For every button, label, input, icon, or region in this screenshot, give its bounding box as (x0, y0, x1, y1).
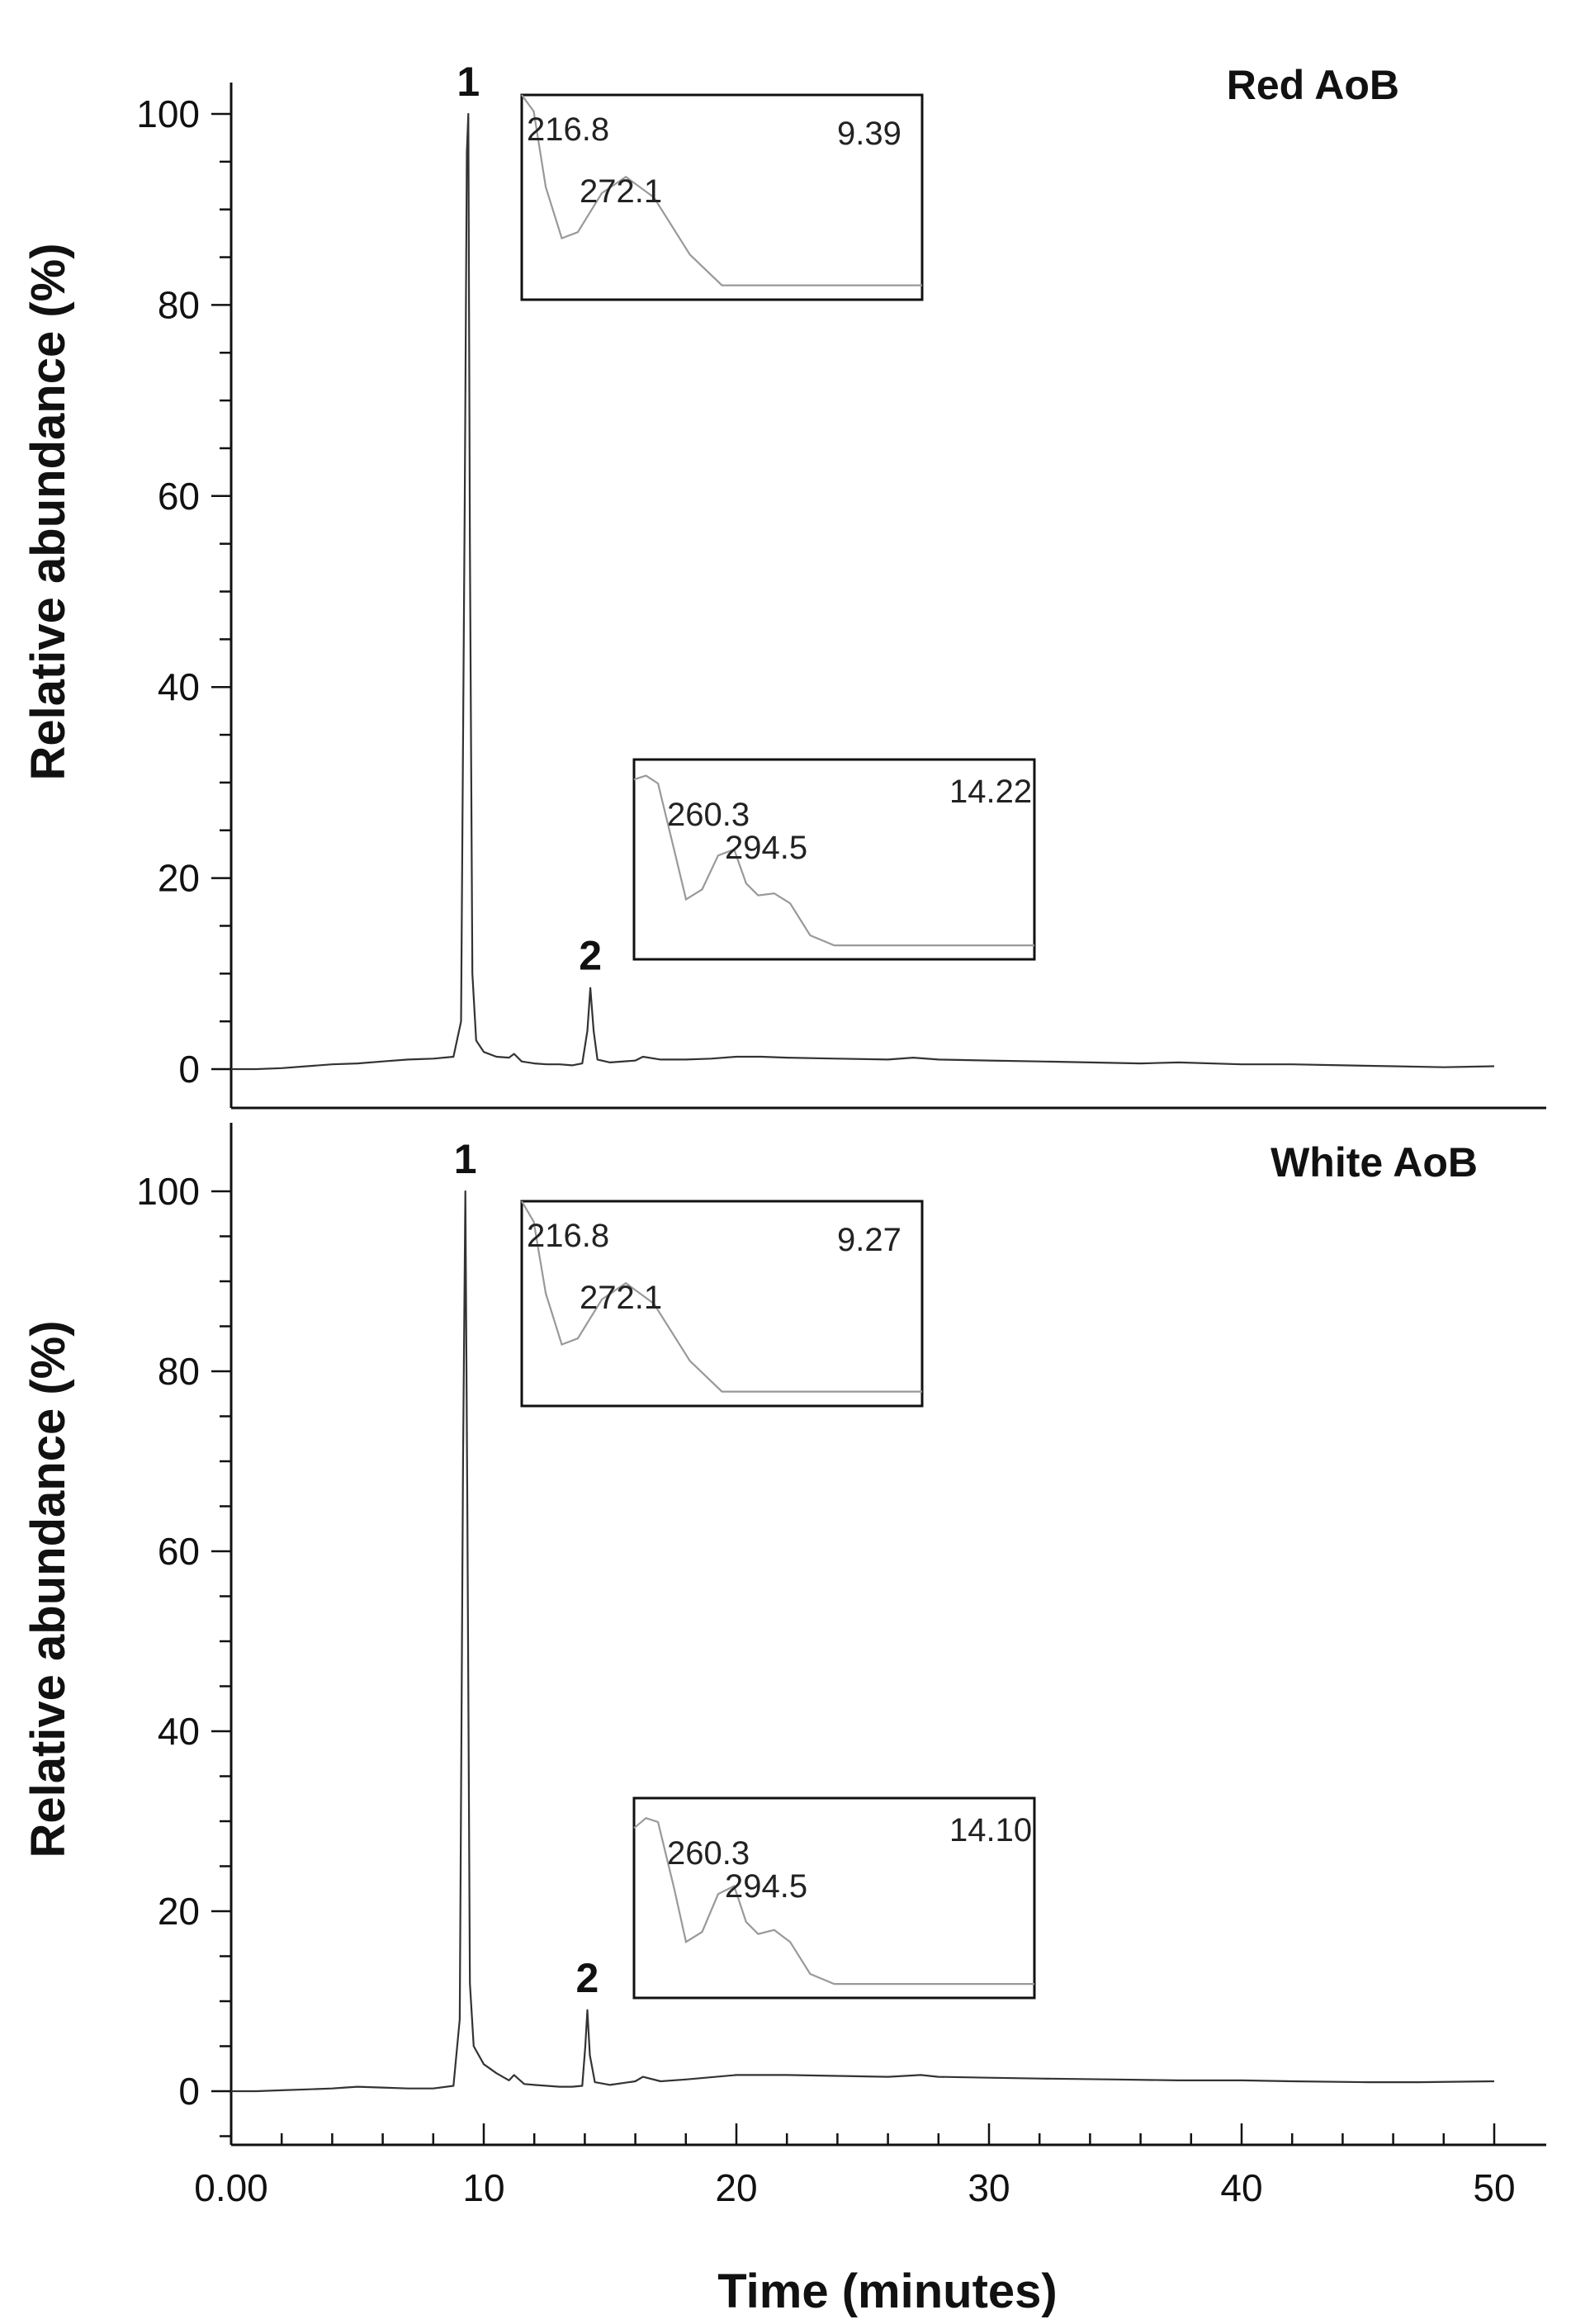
y-axis-title: Relative abundance (%) (21, 243, 75, 780)
inset-frame (520, 93, 924, 301)
panel-title: White AoB (1271, 1139, 1478, 1186)
wavelength-label: 216.8 (527, 1218, 609, 1254)
y-tick-label: 0 (178, 1048, 200, 1091)
inset-frame (520, 1200, 924, 1408)
trace (231, 112, 1495, 1071)
peak-label: 1 (454, 1136, 477, 1182)
wavelength-label: 216.8 (527, 111, 609, 148)
panel-title: Red AoB (1227, 62, 1399, 108)
y-tick-label: 40 (158, 1710, 200, 1753)
peak-label: 2 (576, 1955, 599, 2001)
x-tick-label: 30 (968, 2166, 1010, 2209)
wavelength-label: 272.1 (580, 173, 662, 210)
chromatogram-line (231, 112, 1495, 1071)
uv-spectrum-inset: 216.8 272.1 9.39 (520, 93, 924, 301)
wavelength-label: 272.1 (580, 1280, 662, 1316)
wavelength-label: 294.5 (725, 830, 807, 866)
y-tick-label: 80 (158, 1350, 200, 1393)
uv-spectrum-line (633, 1816, 1034, 1986)
y-tick-label: 60 (158, 475, 200, 518)
panel-red-aob: Red AoB Relative abundance (%) 0 20 40 60 80… (21, 59, 1546, 1110)
retention-time-label: 9.27 (837, 1222, 901, 1258)
retention-time-label: 14.22 (949, 774, 1032, 810)
wavelength-label: 294.5 (725, 1868, 807, 1905)
x-tick-label: 0.00 (194, 2166, 268, 2209)
inset-frame (632, 758, 1036, 961)
uv-spectrum-line (521, 1200, 922, 1393)
wavelength-label: 260.3 (667, 797, 750, 833)
uv-spectrum-inset: 216.8 272.1 9.27 (520, 1200, 924, 1408)
axes: 0 20 40 60 80 100 (136, 83, 1546, 1110)
y-tick-label: 40 (158, 665, 200, 708)
y-tick-label: 60 (158, 1530, 200, 1573)
uv-spectrum-line (521, 94, 922, 286)
y-tick-label: 80 (158, 283, 200, 326)
x-tick-label: 40 (1220, 2166, 1262, 2209)
peak-labels: 12 (457, 59, 602, 979)
x-tick-label: 20 (715, 2166, 757, 2209)
panel-white-aob: White AoB Relative abundance (%) 0 20 40 60… (21, 1123, 1546, 2209)
wavelength-label: 260.3 (667, 1835, 750, 1872)
inset-frame (632, 1796, 1036, 2000)
axes: 0 20 40 60 80 100 0.00 10 20 30 40 50 (136, 1123, 1546, 2209)
y-axis-title: Relative abundance (%) (21, 1320, 75, 1858)
uv-spectrum-line (633, 774, 1034, 947)
x-axis-title: Time (minutes) (717, 2265, 1057, 2318)
retention-time-label: 9.39 (837, 116, 901, 152)
peak-label: 2 (579, 933, 602, 979)
y-tick-label: 20 (158, 1890, 200, 1933)
peak-labels: 12 (454, 1136, 599, 2001)
retention-time-label: 14.10 (949, 1812, 1032, 1848)
peak-label: 1 (457, 59, 480, 105)
trace (231, 1190, 1495, 2093)
y-tick-label: 0 (178, 2070, 200, 2113)
x-tick-label: 50 (1473, 2166, 1515, 2209)
x-tick-label: 10 (462, 2166, 504, 2209)
y-tick-label: 20 (158, 857, 200, 900)
y-tick-label: 100 (136, 92, 200, 135)
y-tick-label: 100 (136, 1170, 200, 1213)
chromatogram-line (231, 1190, 1495, 2093)
